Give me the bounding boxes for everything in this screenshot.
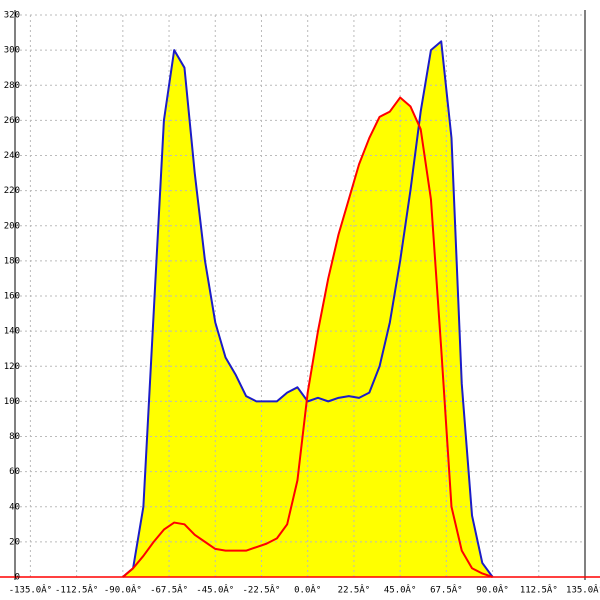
y-tick-label: 180 bbox=[4, 256, 20, 266]
x-tick-label: -112.5Â° bbox=[55, 584, 98, 596]
series-line bbox=[122, 96, 493, 578]
y-tick-label: 60 bbox=[9, 467, 20, 477]
y-tick-label: 100 bbox=[4, 397, 20, 407]
y-tick-label: 160 bbox=[4, 292, 20, 302]
x-tick-label: -90.0Â° bbox=[104, 584, 142, 596]
y-tick-label: 140 bbox=[4, 327, 20, 337]
y-tick-label: 120 bbox=[4, 362, 20, 372]
series-line bbox=[122, 40, 494, 578]
x-tick-label: 67.5Â° bbox=[430, 584, 463, 596]
x-tick-label: 112.5Â° bbox=[520, 584, 558, 596]
x-tick-label: 22.5Â° bbox=[338, 584, 371, 596]
y-tick-label: 220 bbox=[4, 186, 20, 196]
y-tick-label: 200 bbox=[4, 221, 20, 231]
x-tick-label: -45.0Â° bbox=[196, 584, 234, 596]
x-tick-label: -135.0Â° bbox=[9, 584, 52, 596]
y-tick-label: 0 bbox=[15, 573, 20, 583]
y-tick-label: 260 bbox=[4, 116, 20, 126]
area-fill bbox=[122, 97, 493, 577]
x-tick-label: -22.5Â° bbox=[243, 584, 281, 596]
y-tick-label: 320 bbox=[4, 11, 20, 21]
y-tick-label: 280 bbox=[4, 81, 20, 91]
y-tick-label: 240 bbox=[4, 151, 20, 161]
x-tick-label: -67.5Â° bbox=[150, 584, 188, 596]
y-tick-label: 80 bbox=[9, 432, 20, 442]
y-tick-label: 300 bbox=[4, 46, 20, 56]
x-tick-label: 135.0Â° bbox=[566, 584, 600, 596]
x-tick-label: 0.0Â° bbox=[294, 584, 321, 596]
y-tick-label: 40 bbox=[9, 502, 20, 512]
grid bbox=[15, 14, 586, 578]
x-tick-label: 45.0Â° bbox=[384, 584, 417, 596]
fills bbox=[122, 41, 493, 577]
labels: 0 20 40 60 80 100 120 140 160 180 200 220 240 260 280 3… bbox=[4, 11, 600, 596]
y-tick-label: 20 bbox=[9, 537, 20, 547]
lines bbox=[122, 40, 494, 578]
x-tick-label: 90.0Â° bbox=[476, 584, 509, 596]
